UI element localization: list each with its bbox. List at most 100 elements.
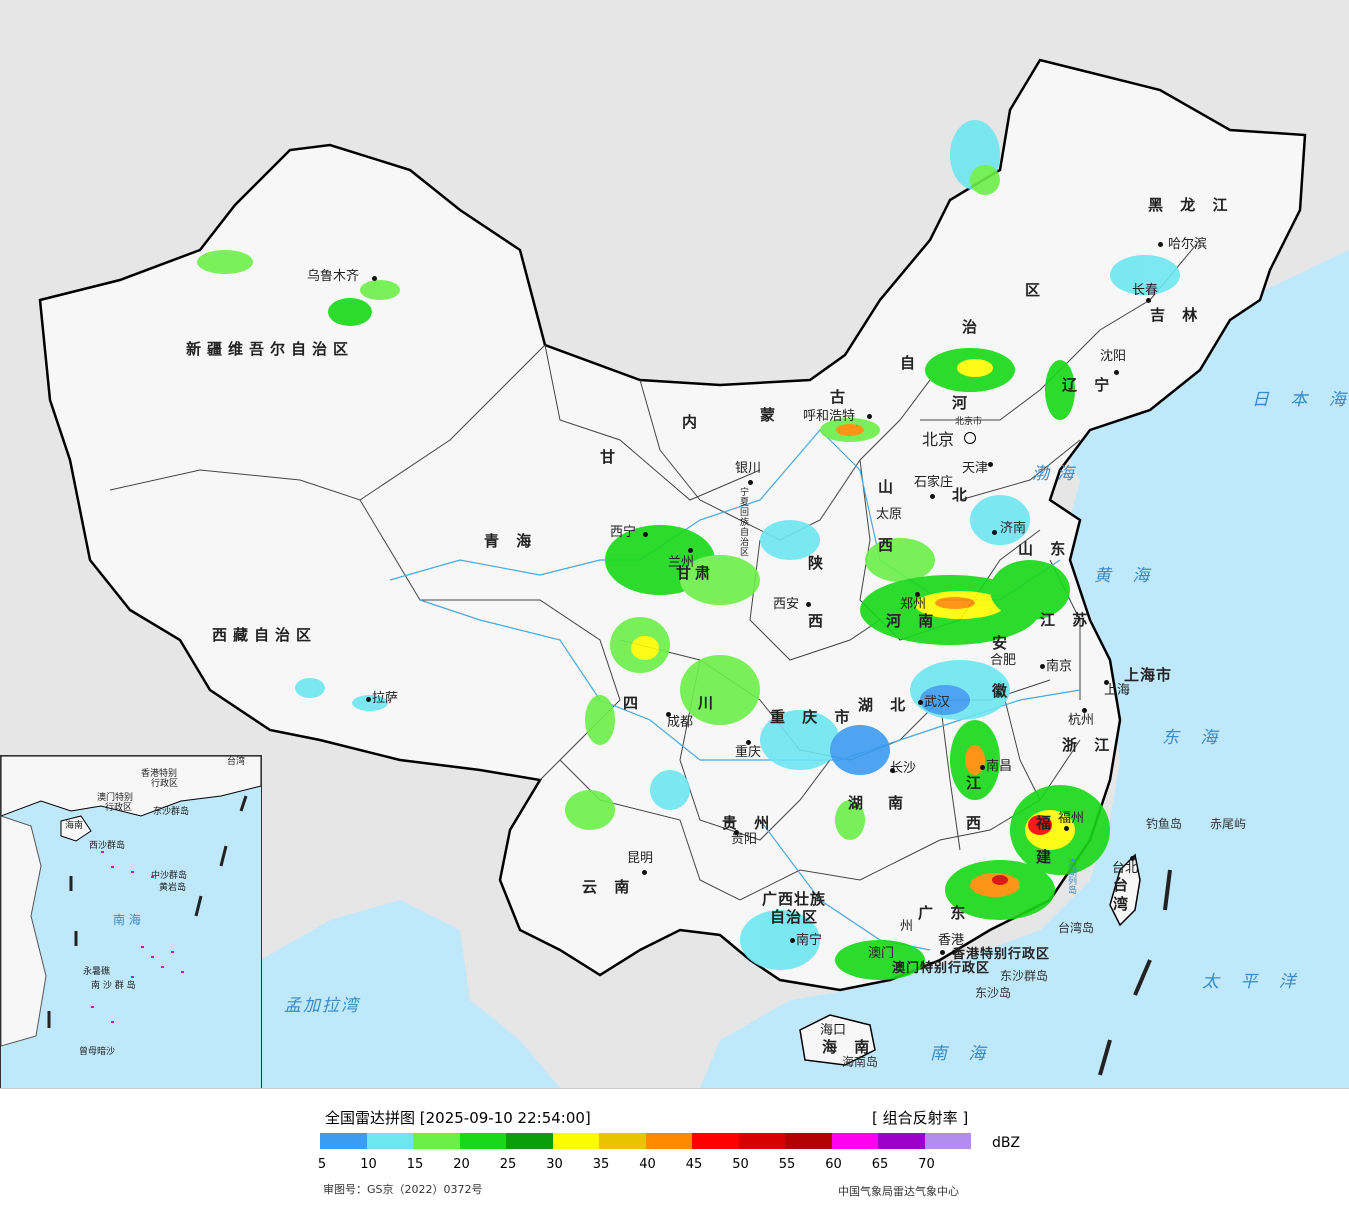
city-dot-icon xyxy=(1064,826,1069,831)
city-dot-icon xyxy=(734,830,739,835)
map-canvas xyxy=(38,58,1349,1088)
sea-label: 渤海 xyxy=(1032,464,1082,484)
inset-label: 中沙群岛 xyxy=(151,871,188,881)
south-china-sea-inset: 香港特别 行政区 澳门特别 行政区 东沙群岛 海南 西沙群岛 中沙群岛 黄岩岛 … xyxy=(0,755,262,1089)
hainan-island xyxy=(799,1014,876,1066)
city-label: 太原 xyxy=(876,507,903,522)
scale-swatch xyxy=(366,1133,413,1149)
scale-tick-label: 40 xyxy=(639,1157,656,1172)
province-label: 云 南 xyxy=(582,878,636,896)
province-label: 澳门特别行政区 xyxy=(892,961,991,976)
city-label: 昆明 xyxy=(627,851,654,866)
province-label: 安 xyxy=(992,634,1014,652)
scale-tick-label: 55 xyxy=(778,1157,796,1172)
scale-swatch xyxy=(552,1133,599,1149)
scale-swatch xyxy=(599,1133,646,1149)
sea-label: 太 平 洋 xyxy=(1202,972,1304,992)
scale-tick-label: 15 xyxy=(406,1157,424,1172)
inset-hainan xyxy=(60,815,92,842)
ocean-east xyxy=(700,250,1349,1088)
city-label: 澳门 xyxy=(868,946,895,961)
scale-tick-label: 60 xyxy=(825,1157,842,1172)
sea-label: 南 海 xyxy=(930,1044,994,1064)
city-label: 贵阳 xyxy=(731,832,758,847)
city-label: 西宁 xyxy=(610,525,637,540)
city-dot-icon xyxy=(746,740,751,745)
city-label: 银川 xyxy=(735,461,762,476)
scale-ticks: 5 10 15 20 25 30 35 40 45 50 55 60 65 70 xyxy=(310,1157,950,1175)
inset-label: 行政区 xyxy=(105,803,133,813)
inset-label: 曾母暗沙 xyxy=(79,1047,116,1057)
island-label: 钓鱼岛 xyxy=(1146,817,1183,831)
scale-tick-label: 5 xyxy=(317,1157,327,1172)
city-dot-icon xyxy=(642,870,647,875)
scale-tick-label: 25 xyxy=(499,1157,517,1172)
province-label: 福 xyxy=(1036,814,1058,832)
province-label: 台 湾 xyxy=(1113,876,1135,913)
province-label: 广 东 xyxy=(918,904,972,922)
province-label: 自 xyxy=(900,354,922,372)
city-dot-icon xyxy=(980,765,985,770)
inset-label: 西沙群岛 xyxy=(89,841,126,851)
inset-label: 香港特别 xyxy=(141,769,178,779)
approval-number: 审图号：GS京（2022）0372号 xyxy=(323,1183,483,1196)
city-label: 呼和浩特 xyxy=(803,409,856,424)
province-label: 北 xyxy=(952,486,974,504)
province-label: 广西壮族 xyxy=(762,890,827,908)
unit-label: dBZ xyxy=(992,1135,1021,1151)
province-label: 徽 xyxy=(992,682,1014,700)
province-label: 四 xyxy=(623,694,645,712)
city-label: 北京市 xyxy=(955,417,983,427)
city-label: 长春 xyxy=(1132,283,1159,298)
ocean-bengal xyxy=(260,900,560,1088)
province-label: 山 东 xyxy=(1018,540,1072,558)
city-label: 合肥 xyxy=(990,653,1017,668)
city-dot-icon xyxy=(867,414,872,419)
scale-tick-label: 45 xyxy=(685,1157,703,1172)
radar-map: 新疆维吾尔自治区 西藏自治区 青 海 甘 内 蒙 古 自 治 区 黑 龙 江 吉… xyxy=(0,0,1349,1089)
city-dot-icon xyxy=(915,592,920,597)
map-title: 全国雷达拼图 [2025-09-10 22:54:00] xyxy=(325,1109,591,1127)
province-label: 上海市 xyxy=(1124,666,1173,684)
capital-icon xyxy=(964,432,976,444)
city-dot-icon xyxy=(748,480,753,485)
island-label: 东沙岛 xyxy=(975,986,1012,1000)
city-label: 长沙 xyxy=(890,761,917,776)
city-label: 福州 xyxy=(1058,811,1085,826)
inset-label: 台湾 xyxy=(227,757,246,767)
city-label: 州 xyxy=(900,919,914,934)
city-dot-icon xyxy=(643,532,648,537)
province-label: 西 xyxy=(966,814,988,832)
inset-label: 南 沙 群 岛 xyxy=(91,981,136,991)
city-dot-icon xyxy=(790,938,795,943)
province-label: 区 xyxy=(1025,281,1047,299)
province-label: 西 xyxy=(808,612,830,630)
province-label: 宁 夏 回 族 自 治 区 xyxy=(740,488,750,558)
city-dot-icon xyxy=(1146,298,1151,303)
inset-label: 行政区 xyxy=(151,779,179,789)
island-label: 台湾岛 xyxy=(1058,921,1095,935)
province-label: 山 xyxy=(878,478,900,496)
province-label: 河 南 xyxy=(886,612,940,630)
inset-label: 黄岩岛 xyxy=(159,883,187,893)
city-dot-icon xyxy=(1082,708,1087,713)
province-label: 重 庆 市 xyxy=(770,708,856,726)
province-label: 贵 州 xyxy=(722,814,776,832)
province-label: 河 xyxy=(952,394,974,412)
province-label: 江 xyxy=(966,774,988,792)
province-label: 香港特别行政区 xyxy=(952,947,1051,962)
scale-swatch xyxy=(320,1133,367,1149)
city-label: 杭州 xyxy=(1068,713,1095,728)
city-label: 重庆 xyxy=(735,745,762,760)
city-dot-icon xyxy=(940,950,945,955)
city-label: 西安 xyxy=(773,597,800,612)
sea-label: 日 本 海 xyxy=(1252,390,1349,410)
city-label: 兰州 xyxy=(668,555,695,570)
color-scale xyxy=(320,1133,971,1149)
city-dot-icon xyxy=(1114,370,1119,375)
province-label: 古 xyxy=(830,388,852,406)
city-label: 沈阳 xyxy=(1100,349,1127,364)
credit-label: 中国气象局雷达气象中心 xyxy=(838,1185,959,1198)
inset-canvas xyxy=(1,756,261,1047)
city-label: 济南 xyxy=(1000,521,1027,536)
